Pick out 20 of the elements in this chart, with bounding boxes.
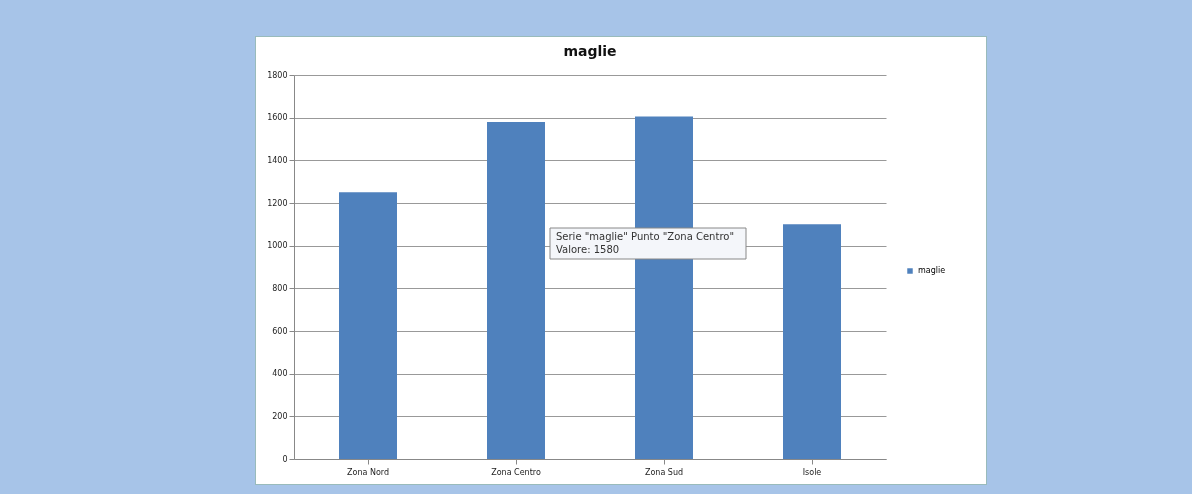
x-tick-label: Zona Sud [644,467,684,477]
y-tick-label: 200 [272,411,288,421]
y-tick-label: 600 [272,326,288,336]
y-tick-label: 800 [272,283,288,293]
bar [487,121,545,459]
legend-label: maglie [918,266,946,275]
x-tick-label: Zona Centro [491,467,541,477]
y-tick-label: 1400 [267,155,288,165]
y-tick-label: 1000 [267,241,288,251]
y-tick-label: 400 [272,369,288,379]
annotation: Serie "maglie" Punto "Zona Centro" Valore: 1580 [556,231,734,255]
y-tick-label: 0 [282,454,288,464]
y-tick-label: 1800 [267,70,288,80]
y-tick-label: 1600 [267,113,288,123]
x-tick-label: Isole [802,467,822,477]
y-tick-label: 1200 [267,198,288,208]
bar [783,224,841,459]
chart-title: maglie [563,43,617,59]
bar [339,192,397,459]
x-tick-label: Zona Nord [347,467,389,477]
